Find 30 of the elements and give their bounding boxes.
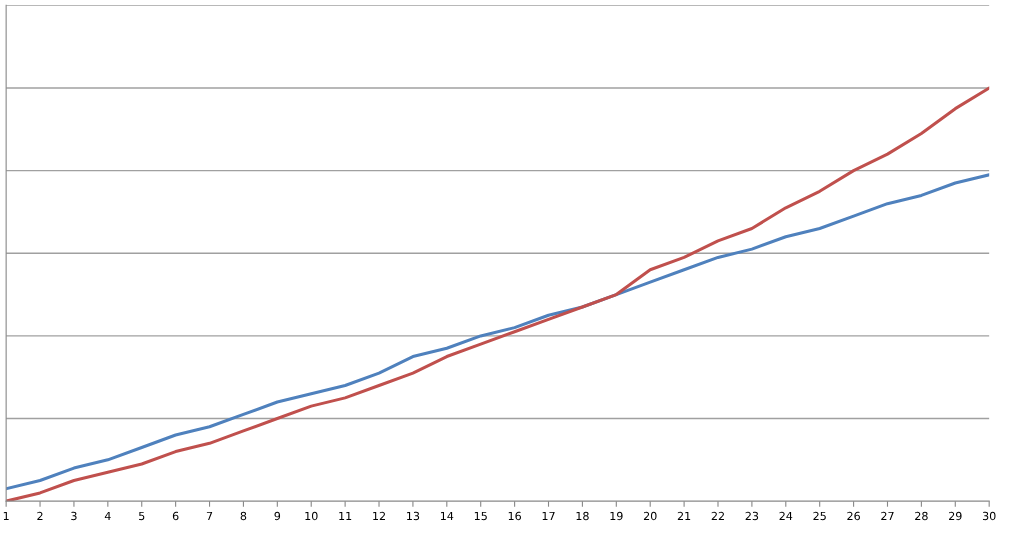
x-tick-label: 28 bbox=[915, 511, 928, 521]
x-tick-label: 6 bbox=[172, 511, 179, 521]
x-tick-label: 7 bbox=[206, 511, 213, 521]
x-tick-label: 11 bbox=[339, 511, 352, 521]
x-tick-label: 21 bbox=[677, 511, 691, 521]
x-tick-label: 23 bbox=[745, 511, 759, 521]
x-tick-label: 13 bbox=[407, 511, 420, 521]
x-tick-label: 8 bbox=[240, 511, 247, 521]
x-tick-label: 9 bbox=[274, 511, 281, 521]
x-tick-label: 26 bbox=[847, 511, 860, 521]
x-tick-label: 18 bbox=[576, 511, 589, 521]
x-tick-label: 2 bbox=[37, 511, 43, 521]
x-tick-label: 10 bbox=[305, 511, 318, 521]
x-tick-label: 16 bbox=[508, 511, 521, 521]
x-tick-label: 3 bbox=[71, 511, 77, 521]
x-tick-label: 22 bbox=[711, 511, 724, 521]
x-tick-label: 15 bbox=[474, 511, 487, 521]
x-tick-label: 4 bbox=[104, 511, 111, 521]
x-tick-label: 14 bbox=[440, 511, 454, 521]
x-tick-label: 30 bbox=[982, 511, 996, 521]
x-tick-label: 27 bbox=[881, 511, 894, 521]
x-tick-label: 24 bbox=[779, 511, 793, 521]
x-tick-label: 5 bbox=[139, 511, 145, 521]
x-tick-label: 20 bbox=[643, 511, 657, 521]
x-tick-label: 25 bbox=[813, 511, 826, 521]
x-tick-label: 19 bbox=[610, 511, 623, 521]
x-tick-label: 29 bbox=[949, 511, 962, 521]
x-tick-label: 1 bbox=[3, 511, 9, 521]
x-tick-label: 17 bbox=[542, 511, 555, 521]
x-tick-label: 12 bbox=[373, 511, 385, 521]
